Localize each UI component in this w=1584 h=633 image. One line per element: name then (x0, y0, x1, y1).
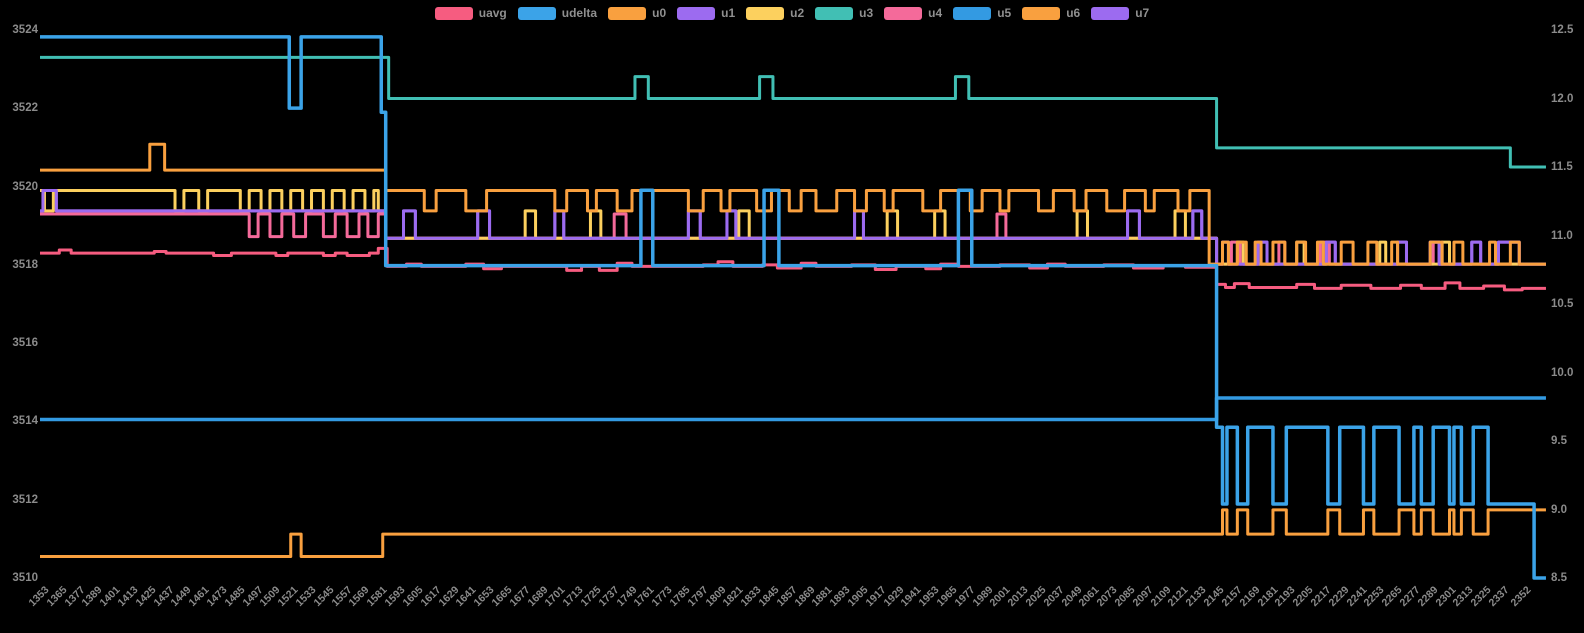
legend-label: u3 (859, 6, 874, 20)
legend-item-u1[interactable]: u1 (677, 6, 735, 20)
legend-label: u7 (1135, 6, 1150, 20)
series-line-uavg (40, 246, 1546, 292)
legend-swatch-uavg (434, 6, 473, 20)
legend-label: u6 (1066, 6, 1081, 20)
legend-label: uavg (478, 6, 507, 20)
right-axis-tick-label: 8.5 (1551, 572, 1567, 584)
series-line-u3 (40, 55, 1546, 169)
series-line-u5 (40, 396, 1546, 422)
legend-item-u5[interactable]: u5 (953, 6, 1011, 20)
series-line-udelta (40, 35, 1546, 580)
left-axis-tick-label: 3516 (12, 337, 38, 350)
legend-swatch-u4 (884, 6, 923, 20)
legend-swatch-u0 (608, 6, 647, 20)
legend-label: u0 (652, 6, 667, 20)
series-line-u0 (40, 142, 1546, 266)
legend-label: u2 (790, 6, 805, 20)
legend-item-u4[interactable]: u4 (884, 6, 942, 20)
legend-item-u3[interactable]: u3 (815, 6, 873, 20)
left-axis-tick-label: 3518 (12, 258, 38, 271)
left-axis-tick-label: 3514 (12, 415, 38, 428)
legend-item-uavg[interactable]: uavg (434, 6, 507, 20)
right-axis-tick-label: 10.0 (1551, 366, 1574, 379)
legend-swatch-u3 (815, 6, 854, 20)
left-axis-tick-label: 3524 (12, 23, 38, 36)
legend-swatch-u1 (677, 6, 716, 20)
legend-item-u7[interactable]: u7 (1091, 6, 1149, 20)
legend-swatch-udelta (517, 6, 556, 20)
right-axis-tick-label: 9.5 (1551, 435, 1567, 447)
legend-item-u0[interactable]: u0 (608, 6, 666, 20)
left-axis-tick-label: 3510 (12, 572, 38, 584)
right-axis-tick-label: 12.0 (1551, 92, 1574, 105)
legend-label: u1 (721, 6, 736, 20)
legend-item-udelta[interactable]: udelta (517, 6, 598, 20)
right-axis-tick-label: 12.5 (1551, 24, 1574, 36)
legend-swatch-u7 (1091, 6, 1130, 20)
legend-label: u5 (997, 6, 1012, 20)
series-line-u6 (40, 508, 1546, 558)
right-axis-tick-label: 11.0 (1551, 229, 1573, 242)
right-axis-tick-label: 11.5 (1551, 161, 1573, 173)
left-axis-tick-label: 3520 (12, 180, 38, 193)
legend-label: udelta (561, 6, 598, 20)
legend-swatch-u5 (953, 6, 992, 20)
legend: uavg udelta u0 u1 u2 u3 u4 u5 u6 u7 (0, 6, 1584, 20)
left-axis-tick-label: 3512 (12, 493, 38, 506)
right-axis-tick-label: 10.5 (1551, 298, 1574, 310)
legend-swatch-u2 (746, 6, 785, 20)
right-axis-tick-label: 9.0 (1551, 503, 1567, 516)
legend-item-u2[interactable]: u2 (746, 6, 804, 20)
legend-swatch-u6 (1022, 6, 1061, 20)
left-axis-tick-label: 3522 (12, 102, 38, 115)
legend-item-u6[interactable]: u6 (1022, 6, 1080, 20)
legend-label: u4 (928, 6, 943, 20)
